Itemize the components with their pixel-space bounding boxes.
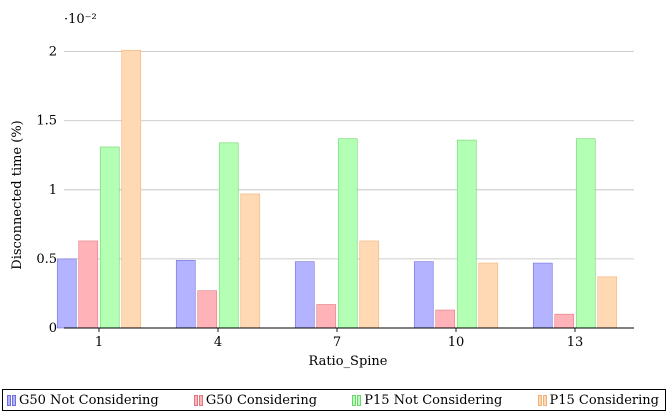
legend-label: G50 Considering	[205, 392, 318, 408]
bar	[456, 139, 477, 329]
x-tick-label: 10	[448, 335, 465, 350]
y-tick-label: 0.5	[36, 252, 57, 267]
bar	[554, 313, 575, 329]
bar	[337, 138, 358, 329]
bar	[316, 304, 337, 329]
y-tick-label: 1	[49, 183, 57, 198]
legend-label: P15 Considering	[549, 392, 659, 408]
legend-swatch	[193, 394, 204, 406]
bar	[597, 276, 618, 329]
bar	[121, 49, 142, 329]
x-tick-label: 4	[214, 335, 222, 350]
y-axis-label: Disconnected time (%)	[10, 120, 25, 269]
axes	[64, 327, 634, 332]
legend-label: P15 Not Considering	[364, 392, 503, 408]
bar	[218, 142, 239, 329]
y-scale-label: ·10⁻²	[64, 12, 97, 27]
bar-chart: ·10⁻² 0 0.5 1 1.5 2 1 4 7 10 13 Ratio_Spine Disc…	[10, 12, 634, 369]
bar	[197, 290, 218, 329]
y-tick-labels: 0 0.5 1 1.5 2	[36, 45, 57, 336]
bar	[532, 262, 553, 329]
bar	[435, 309, 456, 329]
bar	[359, 240, 380, 329]
legend-item: G50 Not Considering	[7, 393, 159, 408]
bar	[240, 193, 261, 329]
legend-label: G50 Not Considering	[19, 392, 159, 408]
bar	[175, 259, 196, 329]
bar	[56, 258, 77, 329]
x-tick-label: 7	[333, 335, 341, 350]
y-tick-label: 1.5	[36, 114, 57, 129]
bar	[99, 146, 120, 329]
legend: G50 Not Considering G50 Considering P15 No…	[2, 389, 666, 411]
legend-swatch	[352, 394, 362, 406]
x-tick-label: 13	[567, 335, 584, 350]
y-tick-label: 2	[49, 45, 57, 60]
y-tick-label: 0	[49, 321, 57, 336]
legend-item: P15 Considering	[537, 392, 659, 408]
x-axis-label: Ratio_Spine	[309, 354, 388, 369]
x-tick-label: 1	[95, 335, 103, 350]
bar	[478, 262, 499, 329]
legend-item: P15 Not Considering	[352, 393, 502, 408]
bar	[78, 240, 99, 329]
legend-swatch	[537, 394, 548, 406]
legend-swatch	[7, 394, 17, 406]
bar	[294, 261, 315, 329]
bars	[56, 49, 618, 329]
bar	[575, 138, 596, 329]
bar	[413, 261, 434, 329]
x-tick-labels: 1 4 7 10 13	[95, 335, 583, 350]
legend-item: G50 Considering	[193, 392, 318, 408]
